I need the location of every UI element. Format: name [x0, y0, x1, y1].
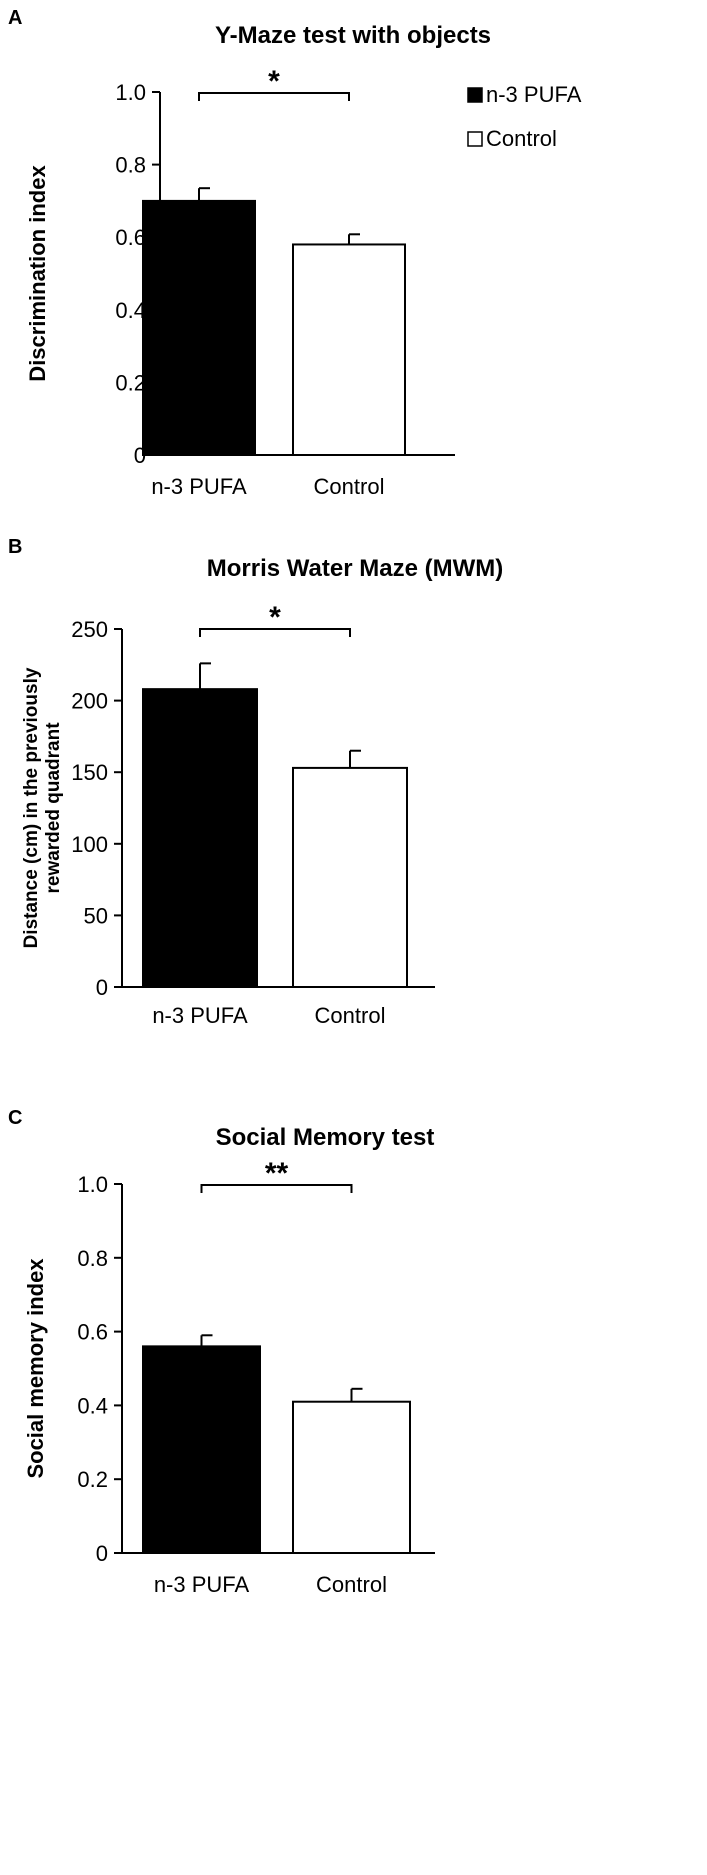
- y-tick-label: 0.8: [77, 1246, 108, 1271]
- y-tick-label: 0.8: [115, 153, 146, 178]
- y-tick-label: 0.2: [77, 1467, 108, 1492]
- bar-n3-pufa: [142, 1345, 261, 1554]
- category-label: Control: [315, 1003, 386, 1028]
- significance-bracket: [199, 628, 351, 637]
- chart-title: Social Memory test: [216, 1124, 435, 1151]
- bar-control: [292, 243, 406, 456]
- chart-title: Morris Water Maze (MWM): [207, 555, 503, 582]
- panel-letter: C: [8, 1107, 22, 1129]
- category-label: n-3 PUFA: [154, 1572, 250, 1597]
- bar-n3-pufa: [142, 688, 258, 988]
- y-tick-label: 1.0: [115, 80, 146, 105]
- significance-marker: **: [265, 1157, 289, 1190]
- category-label: n-3 PUFA: [151, 474, 247, 499]
- y-tick-label: 250: [71, 617, 108, 642]
- y-tick-label: 100: [71, 832, 108, 857]
- y-tick-label: 0.4: [77, 1393, 108, 1418]
- significance-marker: *: [269, 601, 281, 634]
- legend-label: Control: [486, 126, 557, 151]
- y-tick-label: 0.6: [77, 1320, 108, 1345]
- category-label: Control: [316, 1572, 387, 1597]
- y-axis-label: Discrimination index: [25, 165, 50, 382]
- panel-letter: A: [8, 7, 22, 29]
- y-tick-label: 0.4: [115, 298, 146, 323]
- category-label: n-3 PUFA: [152, 1003, 248, 1028]
- bar-n3-pufa: [142, 199, 256, 456]
- legend-swatch: [467, 131, 483, 147]
- chart-title: Y-Maze test with objects: [215, 22, 491, 49]
- y-axis-label: rewarded quadrant: [43, 722, 64, 894]
- y-tick-label: 0.2: [115, 370, 146, 395]
- y-tick-label: 0: [96, 975, 108, 1000]
- y-tick-label: 0: [96, 1541, 108, 1566]
- bar-control: [292, 1400, 411, 1554]
- y-tick-label: 50: [84, 903, 108, 928]
- y-tick-label: 150: [71, 760, 108, 785]
- significance-marker: *: [268, 65, 280, 98]
- bar-control: [292, 766, 408, 988]
- y-tick-label: 1.0: [77, 1172, 108, 1197]
- y-axis-label: Social memory index: [23, 1258, 48, 1479]
- significance-bracket: [200, 1184, 353, 1193]
- y-tick-label: 200: [71, 689, 108, 714]
- y-tick-label: 0.6: [115, 225, 146, 250]
- panel-letter: B: [8, 536, 22, 558]
- significance-bracket: [198, 92, 350, 101]
- category-label: Control: [314, 474, 385, 499]
- legend-label: n-3 PUFA: [486, 82, 582, 107]
- y-axis-label: Distance (cm) in the previously: [21, 667, 42, 948]
- legend-swatch: [467, 87, 483, 103]
